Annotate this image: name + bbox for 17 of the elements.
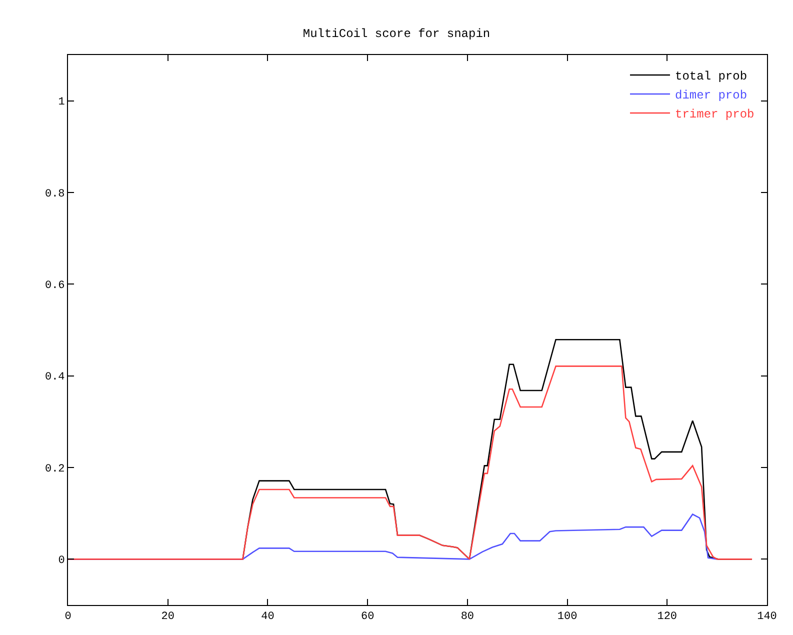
y-tick-label: 0.8 (44, 188, 65, 200)
y-tick-label: 0.2 (44, 463, 65, 476)
x-tick-label: 100 (557, 611, 578, 624)
legend-label: trimer prob (675, 108, 754, 122)
x-tick-label: 60 (360, 611, 374, 624)
x-tick-label: 40 (261, 611, 274, 624)
x-tick-label: 20 (161, 611, 174, 624)
x-tick-label: 140 (757, 611, 777, 624)
chart-title: MultiCoil score for snapin (302, 26, 490, 41)
y-tick-label: 0 (58, 555, 65, 568)
x-tick-label: 120 (657, 611, 678, 624)
legend-label: total prob (675, 70, 748, 84)
legend-label: dimer prob (675, 88, 748, 103)
x-tick-label: 80 (460, 611, 474, 624)
y-tick-label: 1 (58, 96, 66, 109)
y-tick-label: 0.6 (44, 280, 65, 292)
y-tick-label: 0.4 (44, 372, 66, 384)
